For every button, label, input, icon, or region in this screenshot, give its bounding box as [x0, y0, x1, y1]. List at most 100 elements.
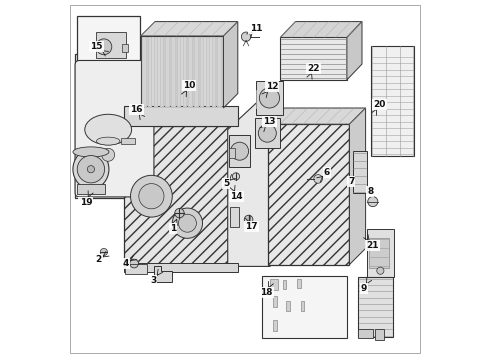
- Text: 3: 3: [150, 276, 156, 285]
- Circle shape: [314, 175, 322, 183]
- Text: 19: 19: [79, 198, 92, 207]
- Text: 16: 16: [130, 105, 143, 114]
- Polygon shape: [223, 22, 238, 108]
- Circle shape: [232, 173, 240, 180]
- Bar: [273, 296, 277, 307]
- Bar: [148, 37, 152, 107]
- Circle shape: [242, 32, 251, 41]
- Bar: [358, 277, 392, 337]
- Bar: [217, 37, 221, 107]
- Bar: [124, 126, 238, 265]
- Circle shape: [172, 208, 202, 238]
- Bar: [353, 151, 367, 193]
- Text: 10: 10: [183, 81, 196, 90]
- Ellipse shape: [85, 114, 132, 145]
- Bar: [262, 276, 347, 338]
- FancyBboxPatch shape: [75, 60, 154, 197]
- Bar: [124, 263, 238, 272]
- Polygon shape: [141, 22, 238, 36]
- Bar: [212, 37, 216, 107]
- Text: 9: 9: [361, 284, 367, 293]
- Polygon shape: [269, 108, 366, 124]
- Circle shape: [87, 166, 95, 173]
- Circle shape: [368, 197, 378, 207]
- Circle shape: [178, 214, 196, 232]
- Text: 2: 2: [96, 256, 101, 264]
- Bar: [369, 238, 389, 268]
- Text: 4: 4: [123, 259, 129, 268]
- Bar: [206, 37, 210, 107]
- Bar: [160, 37, 164, 107]
- Circle shape: [102, 148, 115, 161]
- Text: 18: 18: [260, 288, 273, 297]
- Text: 14: 14: [230, 192, 243, 201]
- Bar: [230, 207, 239, 227]
- Ellipse shape: [73, 149, 109, 189]
- Ellipse shape: [73, 147, 109, 157]
- Circle shape: [77, 156, 104, 183]
- Bar: [141, 36, 223, 108]
- Text: 15: 15: [91, 42, 103, 51]
- Polygon shape: [280, 22, 362, 37]
- Bar: [125, 264, 147, 274]
- Bar: [121, 138, 135, 144]
- Text: 8: 8: [367, 187, 373, 196]
- Bar: [286, 301, 290, 311]
- Bar: [270, 279, 278, 290]
- Text: 20: 20: [373, 100, 386, 109]
- Text: 11: 11: [249, 24, 262, 33]
- Bar: [269, 124, 349, 265]
- Circle shape: [231, 142, 248, 160]
- Text: 5: 5: [223, 179, 229, 188]
- Text: 7: 7: [348, 177, 354, 186]
- Bar: [154, 37, 158, 107]
- Bar: [374, 329, 384, 340]
- Bar: [371, 46, 414, 156]
- Text: 17: 17: [245, 222, 258, 231]
- Polygon shape: [347, 22, 362, 80]
- Bar: [273, 320, 277, 331]
- Text: 22: 22: [307, 64, 319, 73]
- Bar: [229, 148, 235, 158]
- Circle shape: [259, 88, 280, 108]
- Circle shape: [139, 184, 164, 209]
- Bar: [283, 280, 286, 289]
- Bar: [367, 229, 393, 277]
- Circle shape: [175, 208, 184, 218]
- Bar: [280, 37, 347, 80]
- Circle shape: [130, 259, 139, 268]
- Bar: [76, 16, 140, 68]
- Bar: [194, 37, 198, 107]
- Bar: [96, 32, 126, 58]
- Polygon shape: [228, 90, 270, 266]
- Bar: [183, 37, 187, 107]
- Text: 21: 21: [367, 241, 379, 250]
- Bar: [189, 37, 193, 107]
- Bar: [75, 54, 156, 198]
- Bar: [122, 44, 128, 52]
- Text: 13: 13: [263, 117, 276, 126]
- Text: 12: 12: [266, 82, 278, 91]
- Bar: [177, 37, 181, 107]
- Bar: [256, 81, 283, 115]
- Bar: [358, 329, 373, 338]
- Circle shape: [258, 124, 276, 142]
- Bar: [171, 37, 175, 107]
- Bar: [143, 37, 147, 107]
- Circle shape: [130, 175, 172, 217]
- Bar: [76, 184, 105, 194]
- Bar: [301, 301, 304, 311]
- Polygon shape: [349, 108, 366, 265]
- Bar: [255, 118, 280, 148]
- Circle shape: [100, 248, 107, 256]
- Bar: [229, 135, 250, 167]
- Circle shape: [377, 267, 384, 274]
- Text: 6: 6: [324, 168, 330, 177]
- Circle shape: [245, 215, 253, 224]
- Polygon shape: [154, 266, 172, 282]
- Circle shape: [96, 39, 112, 55]
- Ellipse shape: [97, 137, 120, 145]
- Bar: [166, 37, 170, 107]
- Bar: [297, 279, 301, 288]
- Bar: [200, 37, 204, 107]
